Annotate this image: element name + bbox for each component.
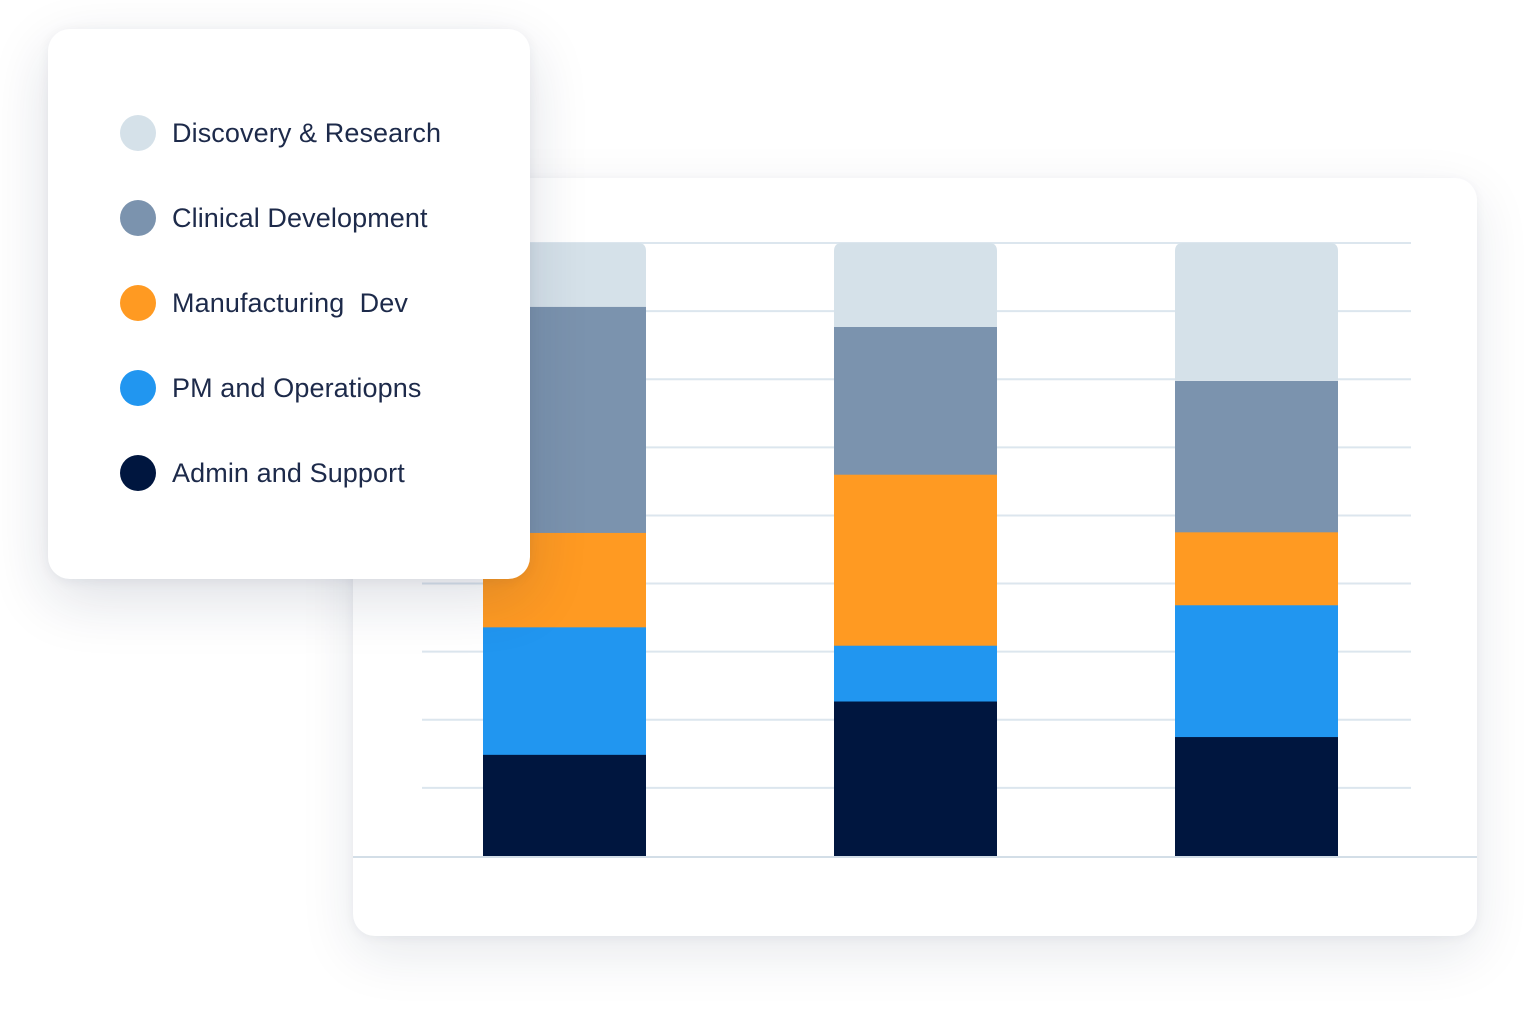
legend-label: Discovery & Research bbox=[172, 117, 442, 148]
legend-item-manufacturing-dev: Manufacturing Dev bbox=[120, 285, 441, 321]
bar-segment-pm-and-operatiopns-3 bbox=[1175, 604, 1338, 738]
legend-item-pm-operations: PM and Operatiopns bbox=[120, 370, 441, 406]
legend-label: Admin and Support bbox=[172, 457, 405, 488]
bar-segment-clinical-development-2 bbox=[834, 326, 997, 475]
bar-segment-pm-and-operatiopns-1 bbox=[483, 626, 646, 755]
bar-segment-manufacturing-dev-3 bbox=[1175, 531, 1338, 606]
legend-swatch-admin-support bbox=[120, 455, 156, 491]
bar-segment-discovery-research-3 bbox=[1175, 243, 1338, 381]
legend-item-admin-support: Admin and Support bbox=[120, 455, 441, 491]
bar-stack-3 bbox=[1175, 243, 1338, 857]
legend-label: Manufacturing Dev bbox=[172, 287, 408, 318]
legend-swatch-discovery-research bbox=[120, 115, 156, 151]
legend: Discovery & Research Clinical Developmen… bbox=[120, 115, 441, 540]
bar-segment-clinical-development-3 bbox=[1175, 380, 1338, 533]
legend-swatch-clinical-development bbox=[120, 200, 156, 236]
bar-segment-admin-and-support-3 bbox=[1175, 736, 1338, 857]
bar-stack-2 bbox=[834, 243, 997, 857]
legend-swatch-manufacturing-dev bbox=[120, 285, 156, 321]
bar-segment-admin-and-support-2 bbox=[834, 700, 997, 857]
legend-card: Discovery & Research Clinical Developmen… bbox=[48, 29, 530, 579]
bar-segment-manufacturing-dev-2 bbox=[834, 474, 997, 646]
bar-segment-admin-and-support-1 bbox=[483, 754, 646, 857]
legend-swatch-pm-operations bbox=[120, 370, 156, 406]
legend-item-clinical-development: Clinical Development bbox=[120, 200, 441, 236]
bar-segment-pm-and-operatiopns-2 bbox=[834, 645, 997, 702]
legend-label: Clinical Development bbox=[172, 202, 428, 233]
bar-segment-discovery-research-2 bbox=[834, 243, 997, 327]
legend-label: PM and Operatiopns bbox=[172, 372, 422, 403]
legend-item-discovery-research: Discovery & Research bbox=[120, 115, 441, 151]
